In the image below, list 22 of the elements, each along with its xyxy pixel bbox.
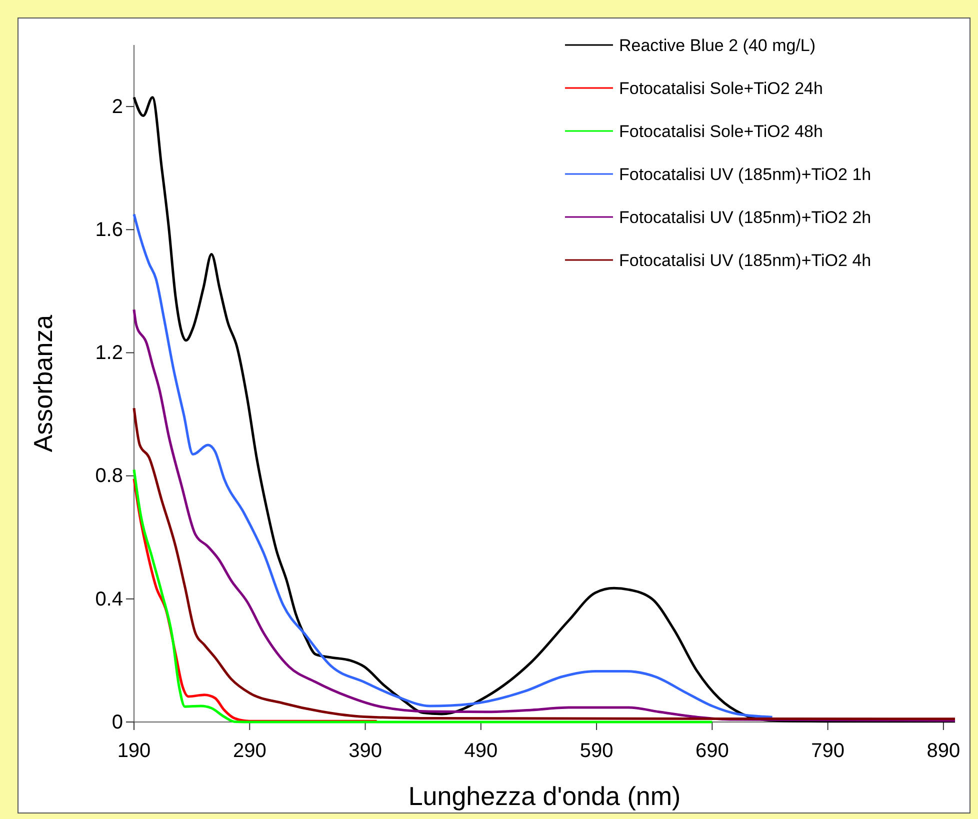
y-tick-label: 0	[112, 711, 123, 734]
legend-label: Reactive Blue 2 (40 mg/L)	[619, 36, 816, 55]
legend-label: Fotocatalisi Sole+TiO2 24h	[619, 79, 823, 98]
y-tick-label: 0.8	[95, 465, 123, 488]
y-axis-title: Assorbanza	[28, 314, 58, 452]
x-tick-label: 490	[464, 740, 498, 762]
legend-label: Fotocatalisi UV (185nm)+TiO2 1h	[619, 165, 872, 184]
legend-label: Fotocatalisi UV (185nm)+TiO2 2h	[619, 208, 872, 227]
x-axis-title: Lunghezza d'onda (nm)	[408, 781, 681, 811]
x-tick-label: 590	[580, 740, 614, 762]
y-tick-label: 2	[112, 96, 123, 118]
y-tick-label: 0.4	[95, 588, 123, 610]
x-tick-label: 390	[348, 740, 382, 762]
x-tick-label: 190	[117, 740, 151, 762]
x-tick-label: 690	[695, 740, 729, 762]
x-tick-label: 890	[926, 740, 960, 762]
x-tick-label: 790	[811, 740, 844, 762]
y-tick-label: 1.6	[95, 219, 123, 242]
y-tick-label: 1.2	[95, 342, 123, 364]
legend-label: Fotocatalisi Sole+TiO2 48h	[619, 122, 823, 141]
x-tick-label: 290	[232, 740, 266, 762]
legend-label: Fotocatalisi UV (185nm)+TiO2 4h	[619, 251, 872, 270]
